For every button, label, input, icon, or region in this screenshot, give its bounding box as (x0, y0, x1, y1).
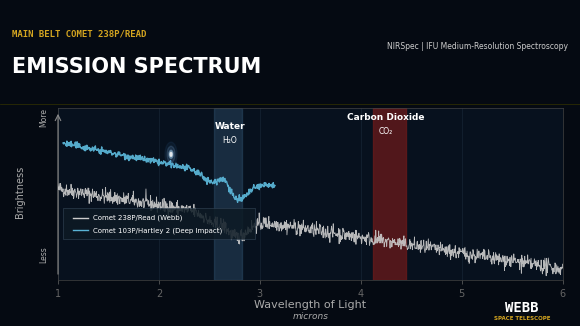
Text: More: More (39, 108, 48, 127)
Bar (373, 108, 406, 280)
Text: Wavelength of Light: Wavelength of Light (254, 300, 367, 310)
Text: CO₂: CO₂ (379, 127, 393, 136)
Text: H₂O: H₂O (222, 136, 237, 145)
Text: WEBB: WEBB (505, 301, 539, 315)
Text: MAIN BELT COMET 238P/READ: MAIN BELT COMET 238P/READ (12, 29, 146, 38)
Text: Less: Less (39, 246, 48, 263)
Circle shape (169, 150, 173, 158)
Text: microns: microns (292, 312, 328, 321)
Text: NIRSpec | IFU Medium-Resolution Spectroscopy: NIRSpec | IFU Medium-Resolution Spectros… (387, 42, 568, 52)
Text: SPACE TELESCOPE: SPACE TELESCOPE (494, 316, 550, 321)
Text: Brightness: Brightness (15, 166, 26, 218)
Text: Water: Water (214, 122, 245, 131)
FancyBboxPatch shape (63, 208, 255, 239)
Circle shape (170, 152, 172, 156)
Text: Comet 238P/Read (Webb): Comet 238P/Read (Webb) (93, 215, 183, 221)
Circle shape (167, 146, 175, 162)
Text: EMISSION SPECTRUM: EMISSION SPECTRUM (12, 57, 261, 77)
Circle shape (165, 142, 177, 167)
Text: Comet 103P/Hartley 2 (Deep Impact): Comet 103P/Hartley 2 (Deep Impact) (93, 227, 223, 233)
Bar (215, 108, 242, 280)
Text: Carbon Dioxide: Carbon Dioxide (347, 113, 425, 122)
